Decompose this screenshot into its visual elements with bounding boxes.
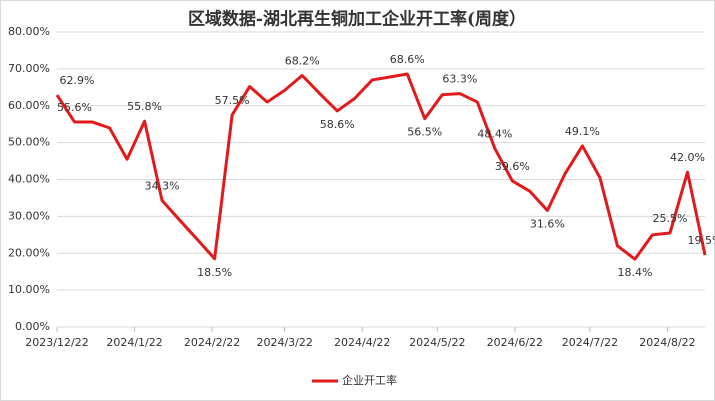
data-label: 68.2%: [285, 55, 320, 68]
legend-label: 企业开工率: [342, 373, 397, 387]
data-label: 31.6%: [530, 217, 565, 230]
data-label: 63.3%: [442, 73, 477, 86]
x-tick-label: 2023/12/22: [25, 336, 88, 349]
x-tick-label: 2024/6/22: [487, 336, 543, 349]
data-label: 58.6%: [320, 118, 355, 131]
x-tick-label: 2024/3/22: [256, 336, 312, 349]
x-tick-label: 2024/2/22: [184, 336, 240, 349]
y-tick-label: 60.00%: [8, 99, 50, 112]
data-label: 25.5%: [652, 212, 687, 225]
y-tick-label: 50.00%: [8, 136, 50, 149]
y-tick-label: 0.00%: [15, 320, 50, 333]
y-tick-label: 80.00%: [8, 25, 50, 38]
data-label: 18.4%: [617, 266, 652, 279]
data-label: 49.1%: [565, 125, 600, 138]
y-tick-label: 70.00%: [8, 62, 50, 75]
x-tick-label: 2024/4/22: [334, 336, 390, 349]
x-tick-label: 2024/8/22: [639, 336, 695, 349]
chart-title: 区域数据-湖北再生铜加工企业开工率(周度）: [188, 9, 526, 30]
data-label: 62.9%: [60, 74, 95, 87]
x-tick-label: 2024/5/22: [409, 336, 465, 349]
data-label: 55.8%: [127, 100, 162, 113]
y-tick-label: 30.00%: [8, 209, 50, 222]
data-label: 19.5%: [688, 234, 715, 247]
y-tick-label: 10.00%: [8, 283, 50, 296]
data-label: 68.6%: [390, 53, 425, 66]
x-tick-label: 2024/7/22: [562, 336, 618, 349]
line: [55, 72, 707, 261]
data-label: 48.4%: [477, 128, 512, 141]
data-label: 55.6%: [57, 101, 92, 114]
data-label: 57.5%: [215, 94, 250, 107]
data-label: 39.6%: [495, 160, 530, 173]
data-label: 18.5%: [197, 266, 232, 279]
data-label: 34.3%: [145, 180, 180, 193]
y-tick-label: 20.00%: [8, 246, 50, 259]
data-label: 56.5%: [407, 126, 442, 139]
y-tick-label: 40.00%: [8, 173, 50, 186]
data-label: 42.0%: [670, 151, 705, 164]
x-tick-label: 2024/1/22: [106, 336, 162, 349]
